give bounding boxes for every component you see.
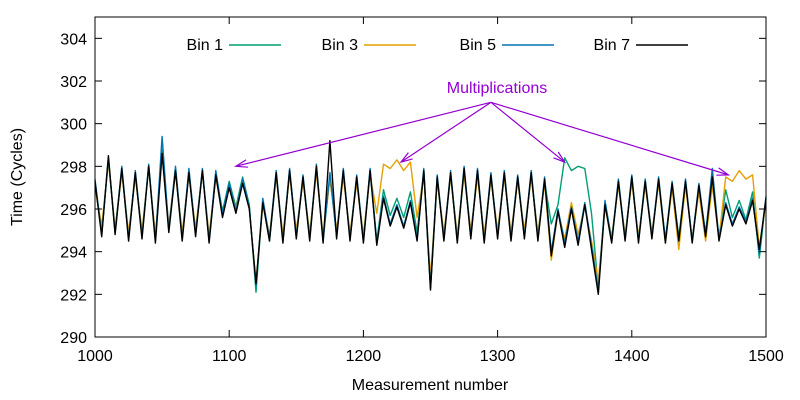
x-tick-label: 1100 [212, 348, 247, 365]
annotation: Multiplications [234, 80, 731, 176]
y-tick-label: 298 [60, 159, 87, 176]
y-tick-label: 300 [60, 117, 87, 134]
plot-frame [94, 16, 767, 338]
annotation-arrow [490, 101, 566, 163]
x-tick-label: 1300 [480, 348, 516, 365]
legend-entry: Bin 7 [594, 37, 688, 54]
series-line-4 [94, 139, 767, 295]
x-tick-label: 1400 [614, 348, 650, 365]
legend-label: Bin 1 [187, 37, 224, 54]
legend-label: Bin 3 [322, 37, 359, 54]
x-tick-label: 1200 [346, 348, 382, 365]
y-axis-label: Time (Cycles) [9, 128, 26, 226]
y-tick-label: 292 [60, 287, 87, 304]
annotation-arrowhead [399, 152, 413, 164]
y-tick-label: 304 [60, 31, 87, 48]
annotation-arrowhead [234, 159, 248, 168]
legend: Bin 1 Bin 3 Bin 5 Bin 7 [187, 37, 688, 54]
legend-label: Bin 5 [460, 37, 497, 54]
legend-entry: Bin 3 [322, 37, 416, 54]
y-tick-label: 294 [60, 245, 87, 262]
y-tick-label: 290 [60, 330, 87, 347]
legend-entry: Bin 1 [187, 37, 281, 54]
annotation-arrow [235, 101, 492, 167]
series-line-2 [94, 154, 767, 283]
axis-ticks: 1000 1100 1200 1300 1400 1500 290 292 294 296 298 3… [60, 17, 784, 365]
y-tick-label: 296 [60, 202, 87, 219]
annotation-arrowhead [553, 151, 567, 164]
x-axis-label: Measurement number [352, 377, 509, 394]
legend-label: Bin 7 [594, 37, 631, 54]
annotation-arrow [400, 101, 492, 163]
series-layer [94, 135, 767, 295]
x-tick-label: 1000 [77, 348, 113, 365]
y-tick-label: 302 [60, 74, 87, 91]
annotation-arrowhead [716, 167, 731, 176]
x-tick-label: 1500 [748, 348, 784, 365]
legend-entry: Bin 5 [460, 37, 554, 54]
annotation-arrow [490, 101, 729, 176]
annotation-text: Multiplications [447, 80, 547, 97]
